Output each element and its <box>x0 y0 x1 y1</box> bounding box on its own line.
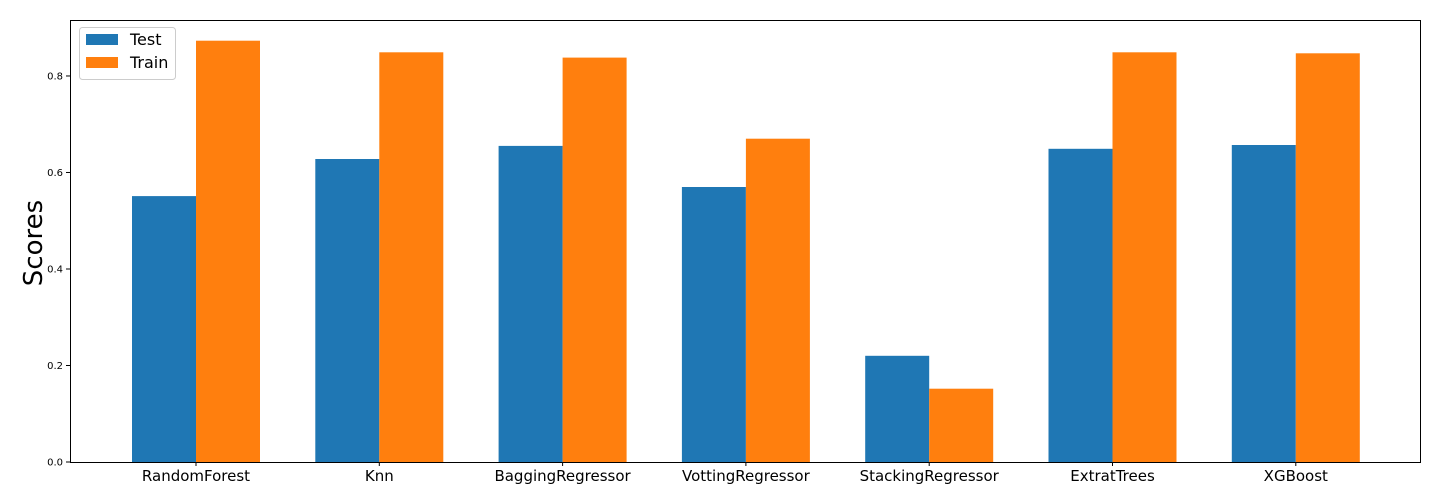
bar-test-knn <box>315 159 380 462</box>
x-tick-label: StackingRegressor <box>860 467 1000 485</box>
y-tick-label: 0.0 <box>47 458 63 469</box>
bar-train-extrattrees <box>1112 52 1177 463</box>
bar-train-xgboost <box>1295 53 1360 463</box>
bar-train-knn <box>379 52 444 463</box>
bar-test-stackingregressor <box>865 355 930 462</box>
plot-frame <box>70 20 1421 463</box>
bar-test-vottingregressor <box>681 187 746 462</box>
y-tick-label: 0.2 <box>47 361 63 372</box>
bar-test-extrattrees <box>1048 148 1113 463</box>
bar-test-randomforest <box>132 196 196 462</box>
x-tick-label: XGBoost <box>1264 467 1328 485</box>
y-axis-label: Scores <box>19 200 49 286</box>
legend-swatch-train <box>86 57 118 68</box>
x-tick-label: ExtratTrees <box>1070 467 1155 485</box>
y-tick-label: 0.8 <box>47 71 63 82</box>
x-tick-label: VottingRegressor <box>682 467 811 485</box>
bar-test-baggingregressor <box>498 145 563 462</box>
x-tick-label: RandomForest <box>142 467 250 485</box>
plot-area: 0.0 0.2 0.4 0.6 0.8 RandomForest Knn BaggingReg… <box>47 40 1360 485</box>
legend-label-train: Train <box>129 53 168 72</box>
bar-train-baggingregressor <box>562 57 627 462</box>
bar-train-randomforest <box>196 40 260 462</box>
legend-swatch-test <box>86 34 118 45</box>
x-tick-label: Knn <box>365 467 394 485</box>
bar-test-xgboost <box>1231 145 1296 462</box>
y-tick-label: 0.4 <box>47 264 63 275</box>
legend-label-test: Test <box>129 30 162 49</box>
legend: Test Train <box>79 27 176 80</box>
bar-train-stackingregressor <box>929 388 994 462</box>
x-tick-label: BaggingRegressor <box>494 467 631 485</box>
bar-train-vottingregressor <box>745 138 810 462</box>
y-tick-label: 0.6 <box>47 168 63 179</box>
